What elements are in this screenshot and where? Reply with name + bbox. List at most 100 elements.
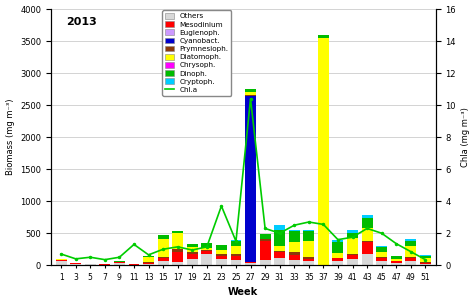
Bar <box>114 261 125 262</box>
Bar <box>362 228 373 241</box>
Bar <box>216 254 227 256</box>
Bar <box>172 262 183 265</box>
Bar <box>391 256 402 259</box>
Bar <box>245 263 256 265</box>
Bar <box>172 233 183 248</box>
Text: 2013: 2013 <box>66 17 97 27</box>
Bar <box>70 264 81 265</box>
Bar <box>85 264 96 265</box>
Bar <box>347 233 358 238</box>
Bar <box>172 248 183 252</box>
Bar <box>289 260 300 265</box>
Bar <box>303 261 314 265</box>
Bar <box>216 250 227 254</box>
Bar <box>230 240 241 241</box>
Bar <box>405 261 416 265</box>
Bar <box>405 257 416 258</box>
Bar <box>56 259 67 260</box>
Bar <box>332 240 343 242</box>
Bar <box>114 262 125 263</box>
Bar <box>172 252 183 262</box>
Bar <box>420 262 431 263</box>
Bar <box>332 242 343 253</box>
Bar <box>259 241 270 260</box>
Bar <box>245 92 256 95</box>
Bar <box>274 230 285 246</box>
Y-axis label: Biomass (mg m⁻³): Biomass (mg m⁻³) <box>6 99 15 175</box>
Bar <box>201 251 212 254</box>
Bar <box>187 247 198 252</box>
Bar <box>274 246 285 251</box>
Bar <box>405 246 416 257</box>
Bar <box>187 252 198 254</box>
Bar <box>216 259 227 265</box>
Bar <box>318 35 329 38</box>
Bar <box>230 260 241 265</box>
Bar <box>289 241 300 252</box>
Bar <box>201 242 212 248</box>
Legend: Others, Mesodinium, Euglenoph., Cyanobact., Prymnesioph., Diatomoph., Chrysoph.,: Others, Mesodinium, Euglenoph., Cyanobac… <box>162 10 231 96</box>
Bar <box>362 241 373 242</box>
Bar <box>376 261 387 265</box>
Bar <box>347 254 358 255</box>
Bar <box>274 225 285 230</box>
Bar <box>274 258 285 265</box>
Bar <box>391 261 402 263</box>
Bar <box>420 255 431 256</box>
Bar <box>143 257 154 262</box>
Bar <box>187 259 198 265</box>
Bar <box>143 262 154 263</box>
Bar <box>143 256 154 257</box>
Bar <box>362 254 373 265</box>
Bar <box>158 235 169 239</box>
X-axis label: Week: Week <box>228 288 258 298</box>
Bar <box>405 241 416 246</box>
Bar <box>274 251 285 252</box>
Bar <box>332 253 343 258</box>
Bar <box>289 252 300 255</box>
Bar <box>201 254 212 265</box>
Bar <box>274 252 285 258</box>
Bar <box>362 215 373 218</box>
Bar <box>245 95 256 262</box>
Bar <box>362 218 373 228</box>
Bar <box>230 256 241 260</box>
Bar <box>420 264 431 265</box>
Bar <box>187 245 198 247</box>
Bar <box>405 239 416 241</box>
Bar <box>420 258 431 262</box>
Bar <box>230 246 241 254</box>
Bar <box>303 259 314 261</box>
Bar <box>289 255 300 260</box>
Bar <box>376 247 387 252</box>
Bar <box>230 254 241 256</box>
Bar <box>259 260 270 265</box>
Bar <box>143 264 154 265</box>
Bar <box>114 263 125 265</box>
Bar <box>347 238 358 254</box>
Bar <box>303 231 314 241</box>
Bar <box>347 259 358 265</box>
Bar <box>289 231 300 241</box>
Bar <box>201 248 212 250</box>
Bar <box>289 230 300 231</box>
Bar <box>158 257 169 258</box>
Bar <box>158 239 169 257</box>
Bar <box>332 261 343 265</box>
Bar <box>143 263 154 264</box>
Bar <box>391 259 402 261</box>
Bar <box>420 263 431 264</box>
Bar <box>172 231 183 233</box>
Bar <box>56 261 67 265</box>
Bar <box>56 260 67 261</box>
Bar <box>187 254 198 259</box>
Bar <box>259 239 270 241</box>
Bar <box>376 246 387 247</box>
Bar <box>259 234 270 239</box>
Bar <box>158 258 169 261</box>
Bar <box>362 242 373 254</box>
Bar <box>303 257 314 259</box>
Bar <box>201 250 212 251</box>
Y-axis label: Chla (mg m⁻³): Chla (mg m⁻³) <box>461 107 470 167</box>
Bar <box>391 263 402 265</box>
